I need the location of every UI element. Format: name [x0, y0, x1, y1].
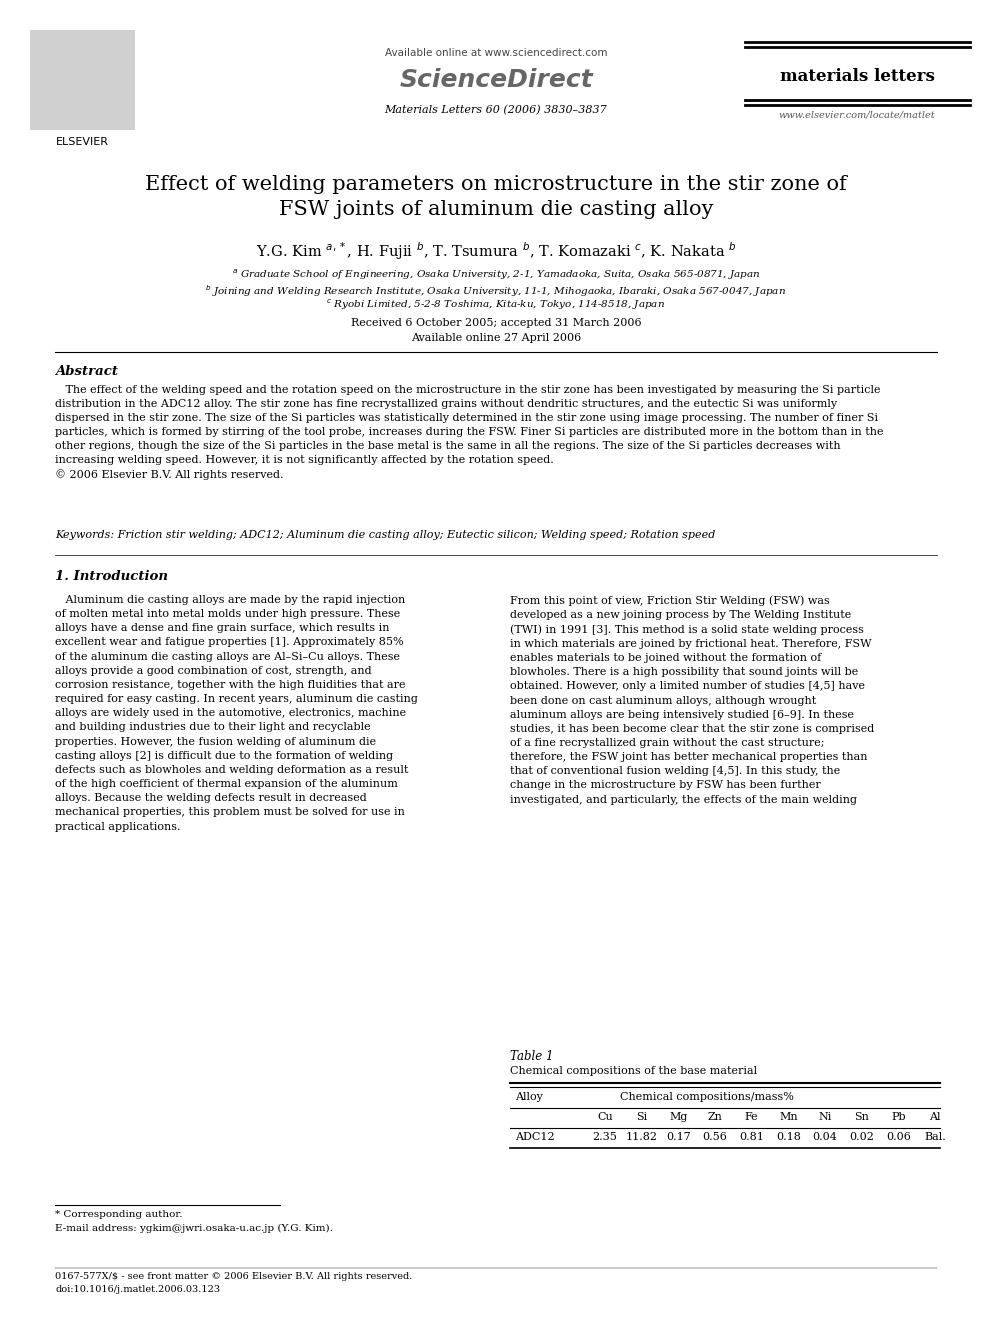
Text: Chemical compositions of the base material: Chemical compositions of the base materi… — [510, 1066, 757, 1076]
Text: 11.82: 11.82 — [626, 1132, 658, 1142]
Text: Chemical compositions/mass%: Chemical compositions/mass% — [620, 1091, 794, 1102]
Text: 0167-577X/$ - see front matter © 2006 Elsevier B.V. All rights reserved.: 0167-577X/$ - see front matter © 2006 El… — [55, 1271, 413, 1281]
Text: Al: Al — [930, 1113, 940, 1122]
Text: Keywords: Friction stir welding; ADC12; Aluminum die casting alloy; Eutectic sil: Keywords: Friction stir welding; ADC12; … — [55, 531, 715, 540]
Text: 0.56: 0.56 — [702, 1132, 727, 1142]
Text: Zn: Zn — [707, 1113, 722, 1122]
Text: * Corresponding author.: * Corresponding author. — [55, 1211, 183, 1218]
Text: Aluminum die casting alloys are made by the rapid injection
of molten metal into: Aluminum die casting alloys are made by … — [55, 595, 418, 832]
Text: Sn: Sn — [854, 1113, 869, 1122]
Text: Bal.: Bal. — [925, 1132, 946, 1142]
Text: materials letters: materials letters — [780, 67, 934, 85]
Text: $^{a}$ Graduate School of Engineering, Osaka University, 2-1, Yamadaoka, Suita, : $^{a}$ Graduate School of Engineering, O… — [232, 269, 760, 282]
Text: Pb: Pb — [891, 1113, 906, 1122]
Text: $^{c}$ Ryobi Limited, 5-2-8 Toshima, Kita-ku, Tokyo, 114-8518, Japan: $^{c}$ Ryobi Limited, 5-2-8 Toshima, Kit… — [326, 298, 666, 312]
Text: Y.G. Kim $^{a,*}$, H. Fujii $^{b}$, T. Tsumura $^{b}$, T. Komazaki $^{c}$, K. Na: Y.G. Kim $^{a,*}$, H. Fujii $^{b}$, T. T… — [256, 239, 736, 262]
Text: ADC12: ADC12 — [515, 1132, 555, 1142]
Text: ELSEVIER: ELSEVIER — [56, 138, 108, 147]
Text: 0.02: 0.02 — [849, 1132, 874, 1142]
Text: Materials Letters 60 (2006) 3830–3837: Materials Letters 60 (2006) 3830–3837 — [385, 105, 607, 115]
Text: 2.35: 2.35 — [592, 1132, 617, 1142]
Text: Effect of welding parameters on microstructure in the stir zone of: Effect of welding parameters on microstr… — [145, 175, 847, 194]
Text: Table 1: Table 1 — [510, 1050, 554, 1062]
Text: Mg: Mg — [670, 1113, 687, 1122]
Text: www.elsevier.com/locate/matlet: www.elsevier.com/locate/matlet — [779, 110, 935, 119]
Text: $^{b}$ Joining and Welding Research Institute, Osaka University, 11-1, Mihogaoka: $^{b}$ Joining and Welding Research Inst… — [205, 283, 787, 299]
Text: Received 6 October 2005; accepted 31 March 2006: Received 6 October 2005; accepted 31 Mar… — [351, 318, 641, 328]
Text: Available online at www.sciencedirect.com: Available online at www.sciencedirect.co… — [385, 48, 607, 58]
Text: 0.04: 0.04 — [812, 1132, 837, 1142]
Text: Si: Si — [636, 1113, 648, 1122]
Text: 0.81: 0.81 — [739, 1132, 764, 1142]
Text: Abstract: Abstract — [55, 365, 118, 378]
Text: From this point of view, Friction Stir Welding (FSW) was
developed as a new join: From this point of view, Friction Stir W… — [510, 595, 874, 804]
Text: Cu: Cu — [597, 1113, 613, 1122]
Text: 1. Introduction: 1. Introduction — [55, 570, 168, 583]
Text: Available online 27 April 2006: Available online 27 April 2006 — [411, 333, 581, 343]
Text: 0.18: 0.18 — [776, 1132, 801, 1142]
Text: Mn: Mn — [779, 1113, 798, 1122]
Text: Alloy: Alloy — [515, 1091, 543, 1102]
Text: doi:10.1016/j.matlet.2006.03.123: doi:10.1016/j.matlet.2006.03.123 — [55, 1285, 220, 1294]
Bar — [30, 30, 135, 130]
Text: 0.06: 0.06 — [886, 1132, 911, 1142]
Text: The effect of the welding speed and the rotation speed on the microstructure in : The effect of the welding speed and the … — [55, 385, 884, 480]
Text: Fe: Fe — [745, 1113, 759, 1122]
Text: Ni: Ni — [818, 1113, 831, 1122]
Text: ScienceDirect: ScienceDirect — [399, 67, 593, 93]
Text: 0.17: 0.17 — [666, 1132, 690, 1142]
Text: E-mail address: ygkim@jwri.osaka-u.ac.jp (Y.G. Kim).: E-mail address: ygkim@jwri.osaka-u.ac.jp… — [55, 1224, 333, 1233]
Text: FSW joints of aluminum die casting alloy: FSW joints of aluminum die casting alloy — [279, 200, 713, 220]
